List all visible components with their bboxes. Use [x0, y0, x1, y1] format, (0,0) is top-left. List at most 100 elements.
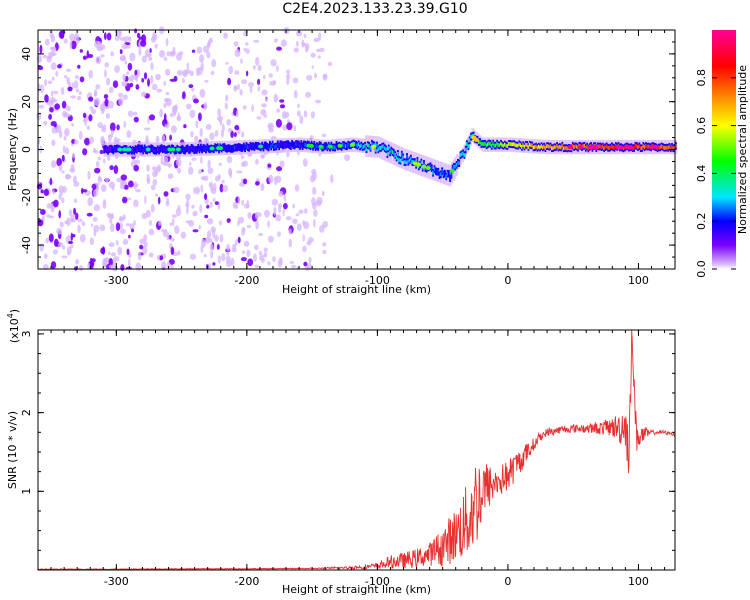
noise-blob: [57, 242, 64, 248]
noise-blob: [39, 243, 44, 252]
noise-blob: [313, 37, 320, 43]
noise-blob: [116, 124, 120, 131]
noise-blob: [245, 48, 250, 54]
noise-blob: [165, 91, 170, 96]
ridge-peak: [447, 171, 450, 176]
noise-blob: [303, 261, 308, 267]
ridge-peak: [359, 144, 361, 149]
noise-blob: [127, 180, 134, 188]
ridge-peak: [160, 146, 163, 150]
noise-blob: [109, 217, 113, 224]
noise-blob: [136, 32, 141, 39]
ridge-peak: [380, 146, 382, 150]
noise-blob: [204, 214, 209, 219]
ridge-peak: [530, 143, 532, 148]
ridge-peak: [646, 144, 648, 149]
noise-blob: [102, 257, 109, 267]
noise-blob: [206, 51, 211, 59]
noise-blob: [93, 97, 101, 107]
noise-blob: [165, 200, 170, 207]
noise-blob: [302, 158, 308, 167]
noise-blob: [169, 134, 173, 141]
noise-blob: [292, 218, 298, 224]
noise-blob: [268, 127, 274, 133]
ridge-peak: [203, 146, 206, 151]
noise-blob: [234, 70, 240, 75]
noise-blob: [212, 182, 217, 191]
ridge-peak: [433, 167, 436, 171]
ridge-peak: [432, 170, 434, 175]
noise-blob: [296, 30, 303, 37]
noise-blob: [111, 212, 114, 219]
ridge-peak: [150, 146, 152, 151]
noise-blob: [66, 77, 71, 85]
noise-blob: [88, 69, 93, 79]
ridge-peak: [599, 144, 601, 149]
noise-blob: [186, 205, 189, 215]
noise-blob: [129, 223, 135, 231]
noise-blob: [218, 220, 222, 226]
noise-blob: [82, 148, 88, 156]
noise-blob: [267, 261, 271, 266]
ridge-peak: [164, 148, 167, 152]
noise-blob: [86, 50, 90, 59]
ridge-peak: [286, 142, 288, 146]
noise-blob: [176, 158, 182, 167]
noise-blob: [89, 136, 94, 144]
ridge-peak: [369, 145, 372, 150]
noise-blob: [107, 251, 111, 255]
ridge-peak: [115, 146, 117, 151]
ridge-peak: [510, 142, 513, 147]
ridge-peak: [562, 146, 565, 151]
noise-blob: [152, 83, 158, 91]
noise-blob: [119, 216, 123, 221]
ridge-peak: [586, 144, 588, 149]
x-tick-label: -200: [234, 274, 259, 287]
noise-blob: [106, 32, 112, 41]
noise-blob: [286, 122, 293, 131]
ridge-peak: [577, 145, 579, 150]
ridge-peak: [416, 159, 419, 163]
noise-blob: [162, 230, 169, 238]
noise-blob: [131, 228, 134, 233]
ridge-peak: [188, 148, 190, 153]
noise-blob: [58, 193, 62, 200]
noise-blob: [191, 204, 195, 209]
noise-blob: [303, 33, 307, 39]
noise-blob: [249, 85, 253, 93]
noise-blob: [150, 62, 154, 71]
ridge-peak: [195, 148, 198, 152]
noise-blob: [306, 240, 312, 246]
noise-blob: [156, 88, 162, 93]
noise-blob: [282, 124, 288, 131]
noise-blob: [219, 234, 224, 243]
noise-blob: [279, 99, 285, 103]
noise-blob: [40, 209, 46, 215]
noise-blob: [133, 220, 136, 226]
noise-blob: [166, 261, 171, 270]
ridge-peak: [182, 148, 185, 153]
noise-blob: [322, 249, 327, 255]
colorbar-tick-label: 0.6: [695, 117, 708, 135]
ridge-peak: [440, 172, 442, 177]
ridge-peak: [393, 151, 395, 155]
noise-blob: [293, 125, 297, 132]
ridge-peak: [429, 164, 432, 169]
noise-blob: [261, 89, 268, 96]
noise-blob: [314, 99, 322, 104]
noise-blob: [58, 164, 63, 172]
noise-blob: [97, 122, 104, 129]
ridge-peak: [454, 164, 456, 169]
ridge-peak: [138, 146, 141, 151]
noise-blob: [122, 94, 128, 100]
noise-blob: [288, 228, 292, 235]
ridge-peak: [346, 144, 348, 149]
noise-blob: [220, 129, 224, 138]
noise-blob: [258, 232, 264, 237]
ridge-peak: [667, 146, 669, 150]
ridge-peak: [450, 173, 453, 177]
ridge-peak: [387, 146, 390, 151]
noise-blob: [125, 223, 131, 227]
noise-blob: [209, 132, 215, 141]
ridge-spot: [653, 145, 659, 150]
